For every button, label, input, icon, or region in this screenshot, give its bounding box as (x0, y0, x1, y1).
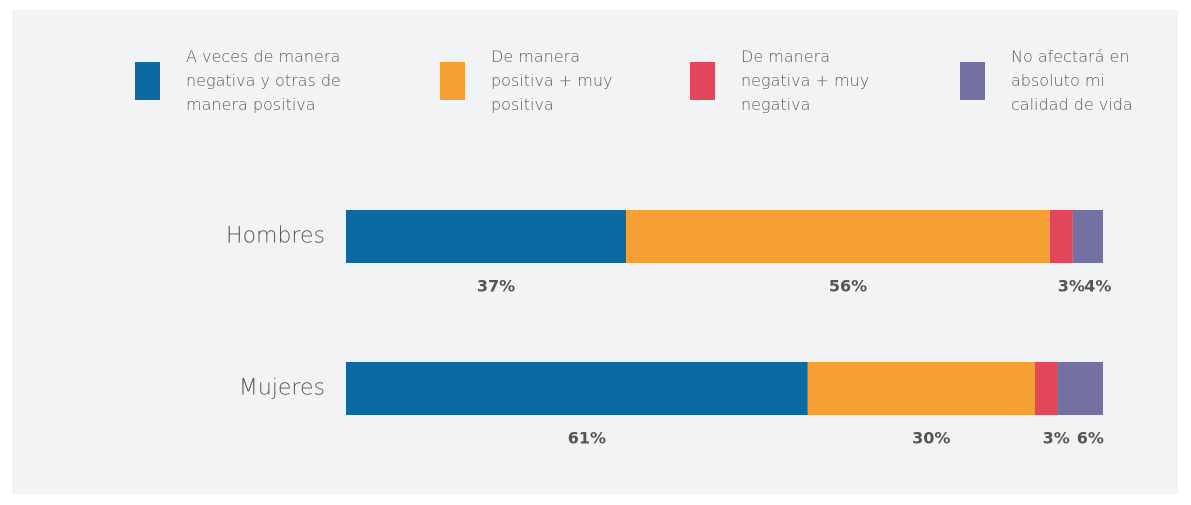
legend-item: No afectará en absoluto mi calidad de vi… (960, 45, 1161, 117)
legend-item: De manera negativa + muy negativa (690, 45, 881, 117)
value-label: 61% (568, 429, 606, 448)
legend-item: De manera positiva + muy positiva (440, 45, 621, 117)
legend-label: De manera positiva + muy positiva (491, 47, 613, 114)
value-label: 56% (829, 277, 867, 296)
bar-segment (346, 210, 627, 263)
value-label: 30% (912, 429, 950, 448)
bar-segment (1050, 210, 1073, 263)
legend-swatch (135, 62, 160, 100)
legend-swatch (690, 62, 715, 100)
value-label: 6% (1077, 429, 1104, 448)
bar-segment (1072, 210, 1103, 263)
category-label: Mujeres (239, 376, 325, 401)
bar-segment (807, 362, 1035, 415)
category-label: Hombres (226, 224, 325, 249)
bar-segment (1057, 362, 1103, 415)
legend-label: A veces de manera negativa y otras de ma… (186, 47, 341, 114)
legend-label: No afectará en absoluto mi calidad de vi… (1011, 47, 1133, 114)
value-label: 4% (1084, 277, 1111, 296)
value-label: 3% (1043, 429, 1070, 448)
bar-segment (626, 210, 1051, 263)
value-label: 37% (477, 277, 515, 296)
legend-swatch (440, 62, 465, 100)
value-label: 3% (1058, 277, 1085, 296)
bar-segment (346, 362, 808, 415)
legend-swatch (960, 62, 985, 100)
bar-segment (1034, 362, 1058, 415)
legend-label: De manera negativa + muy negativa (741, 47, 870, 114)
legend-item: A veces de manera negativa y otras de ma… (135, 45, 366, 117)
